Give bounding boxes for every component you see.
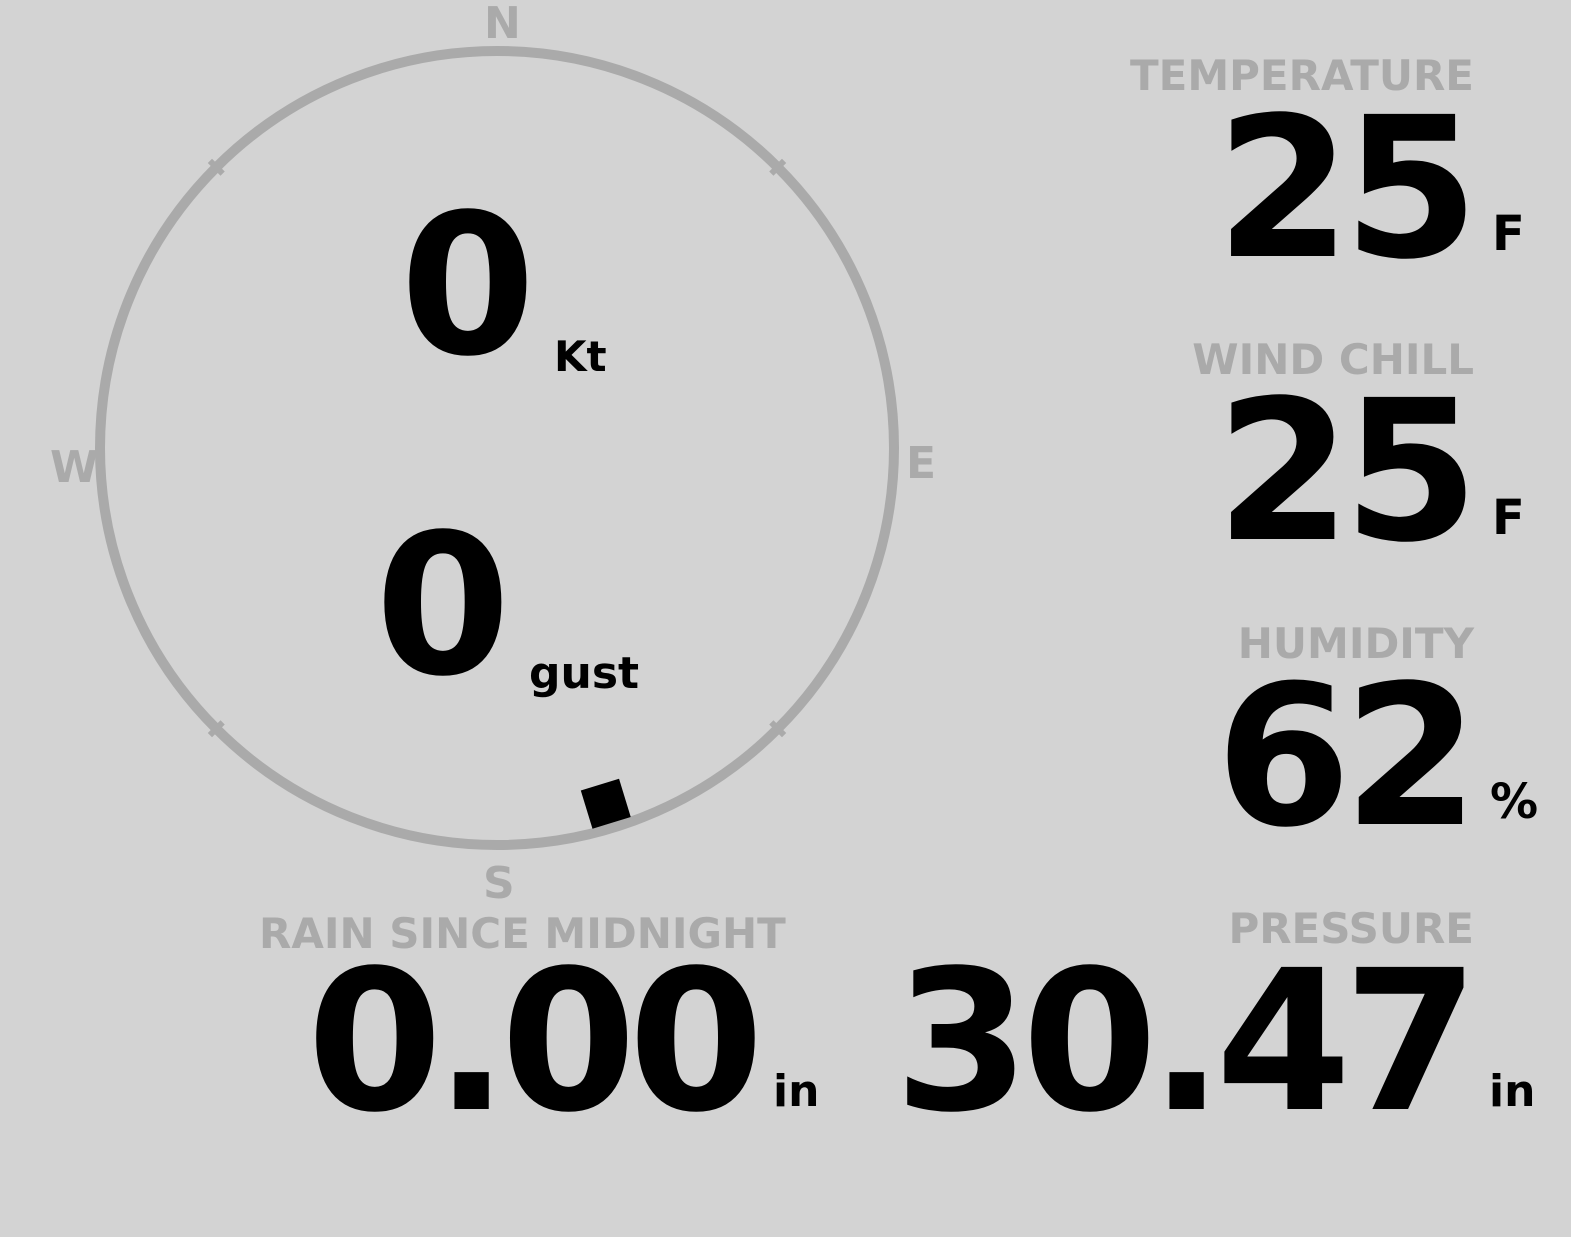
wind-chill-value: 25: [1215, 358, 1479, 585]
compass-east-label: E: [906, 438, 937, 489]
wind-gust-value: 0: [375, 492, 511, 719]
compass-tick: [207, 158, 225, 176]
temperature-value: 25: [1215, 75, 1479, 302]
humidity-value: 62: [1215, 643, 1479, 870]
humidity-label: HUMIDITY: [1237, 619, 1474, 668]
wind-speed-value: 0: [400, 172, 536, 399]
compass-tick: [207, 720, 225, 738]
wind-speed-unit: Kt: [554, 332, 607, 381]
rain-label: RAIN SINCE MIDNIGHT: [259, 909, 786, 958]
compass-tick: [769, 720, 787, 738]
compass-west-label: W: [50, 442, 99, 493]
pressure-value: 30.47: [894, 928, 1479, 1155]
wind-gust-unit: gust: [529, 648, 640, 699]
compass-ring: [95, 46, 899, 850]
temperature-unit: F: [1492, 206, 1525, 262]
wind-chill-label: WIND CHILL: [1192, 335, 1474, 384]
wind-direction-marker: [580, 778, 631, 829]
rain-unit: in: [773, 1066, 820, 1117]
pressure-unit: in: [1489, 1066, 1536, 1117]
temperature-label: TEMPERATURE: [1130, 51, 1474, 100]
compass-north-label: N: [484, 0, 521, 49]
wind-chill-unit: F: [1492, 490, 1525, 546]
humidity-unit: %: [1490, 774, 1539, 830]
pressure-label: PRESSURE: [1228, 904, 1474, 953]
compass-south-label: S: [483, 858, 515, 909]
rain-value: 0.00: [306, 928, 764, 1155]
compass-tick: [769, 158, 787, 176]
